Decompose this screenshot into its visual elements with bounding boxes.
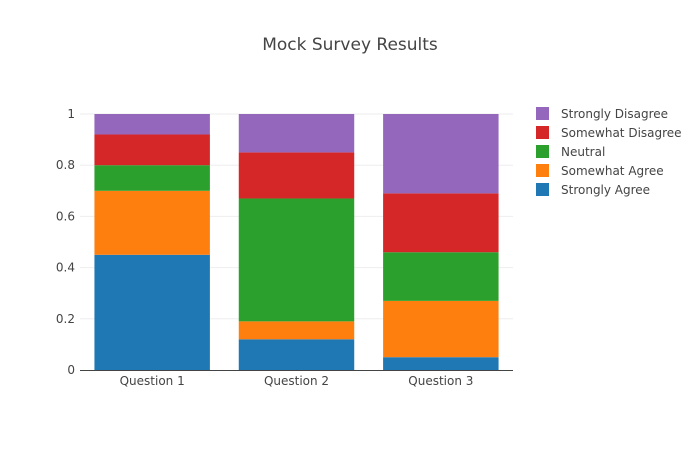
y-tick-label: 0.8: [56, 158, 75, 172]
bar-segment: [238, 198, 355, 322]
bar-segment: [383, 300, 499, 358]
legend-label: Strongly Disagree: [561, 107, 668, 121]
bar-segment: [383, 252, 499, 301]
bars-layer: [94, 114, 499, 370]
bar-segment: [94, 114, 210, 135]
x-tick-label: Question 1: [120, 374, 185, 388]
legend-swatch: [536, 126, 549, 139]
y-tick-label: 0.2: [56, 312, 75, 326]
legend-label: Somewhat Disagree: [561, 126, 682, 140]
x-tick-label: Question 3: [408, 374, 473, 388]
bar-segment: [94, 254, 210, 370]
legend: Strongly Disagree Somewhat Disagree Neutra…: [536, 107, 682, 197]
legend-label: Strongly Agree: [561, 183, 650, 197]
y-tick-label: 1: [67, 107, 75, 121]
chart-title: Mock Survey Results: [262, 35, 438, 55]
bar-segment: [238, 114, 355, 153]
legend-label: Neutral: [561, 145, 605, 159]
x-tick-label: Question 2: [264, 374, 329, 388]
bar-segment: [383, 193, 499, 253]
legend-swatch: [536, 183, 549, 196]
legend-swatch: [536, 164, 549, 177]
axis-layer: 0 0.2 0.4 0.6 0.8 1 Question 1 Question 2 Questi…: [56, 107, 513, 388]
y-tick-label: 0: [67, 363, 75, 377]
bar-segment: [383, 114, 499, 194]
bar-segment: [238, 152, 355, 199]
y-tick-label: 0.4: [56, 261, 75, 275]
legend-swatch: [536, 145, 549, 158]
legend-swatch: [536, 107, 549, 120]
y-tick-label: 0.6: [56, 209, 75, 223]
bar-segment: [94, 190, 210, 255]
bar-segment: [238, 339, 355, 370]
legend-label: Somewhat Agree: [561, 164, 664, 178]
bar-segment: [238, 321, 355, 340]
bar-segment: [94, 134, 210, 166]
bar-segment: [383, 357, 499, 370]
bar-segment: [94, 165, 210, 191]
